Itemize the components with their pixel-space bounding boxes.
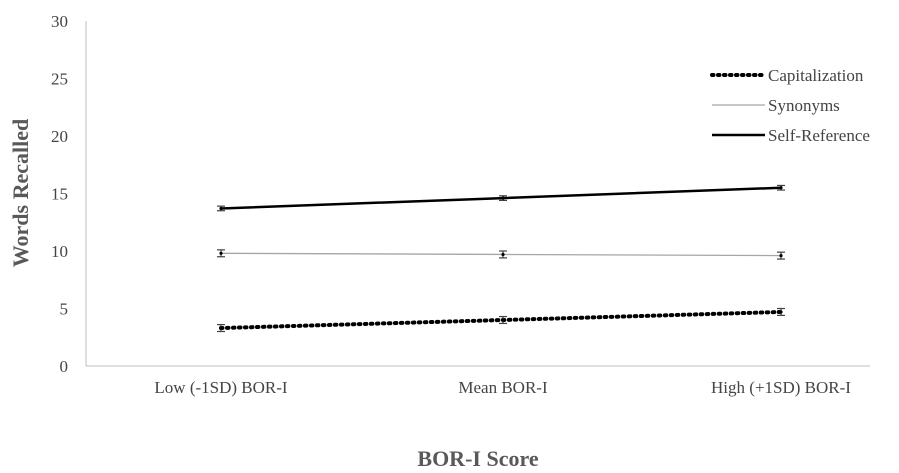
data-point [779, 310, 783, 314]
y-tick-label: 15 [51, 185, 68, 204]
y-tick-label: 25 [51, 70, 68, 89]
legend-label: Self-Reference [768, 126, 870, 145]
data-point [501, 318, 505, 322]
data-point [779, 186, 783, 190]
series-line [220, 186, 782, 210]
series-line [219, 309, 783, 331]
x-tick-label: High (+1SD) BOR-I [711, 378, 851, 397]
data-point [779, 254, 783, 258]
x-tick-label: Mean BOR-I [458, 378, 548, 397]
series-layer [217, 184, 785, 333]
x-tick-label: Low (-1SD) BOR-I [154, 378, 287, 397]
y-tick-label: 10 [51, 242, 68, 261]
data-point [219, 251, 223, 255]
data-point [501, 252, 505, 257]
y-tick-label: 0 [60, 357, 69, 376]
legend-label: Synonyms [768, 96, 840, 115]
legend: Capitalization Synonyms Self-Reference [710, 66, 870, 145]
x-tick-labels: Low (-1SD) BOR-I Mean BOR-I High (+1SD) BO… [154, 378, 851, 397]
y-tick-labels: 0 5 10 15 20 25 30 [51, 12, 68, 376]
x-axis-title: BOR-I Score [417, 446, 538, 471]
legend-label: Capitalization [768, 66, 864, 85]
data-point [501, 196, 505, 200]
data-point [219, 206, 223, 211]
y-tick-label: 30 [51, 12, 68, 31]
data-point [219, 326, 223, 330]
series-line [220, 252, 782, 257]
y-tick-label: 20 [51, 127, 68, 146]
y-axis-title: Words Recalled [8, 119, 33, 268]
y-tick-label: 5 [60, 300, 69, 319]
